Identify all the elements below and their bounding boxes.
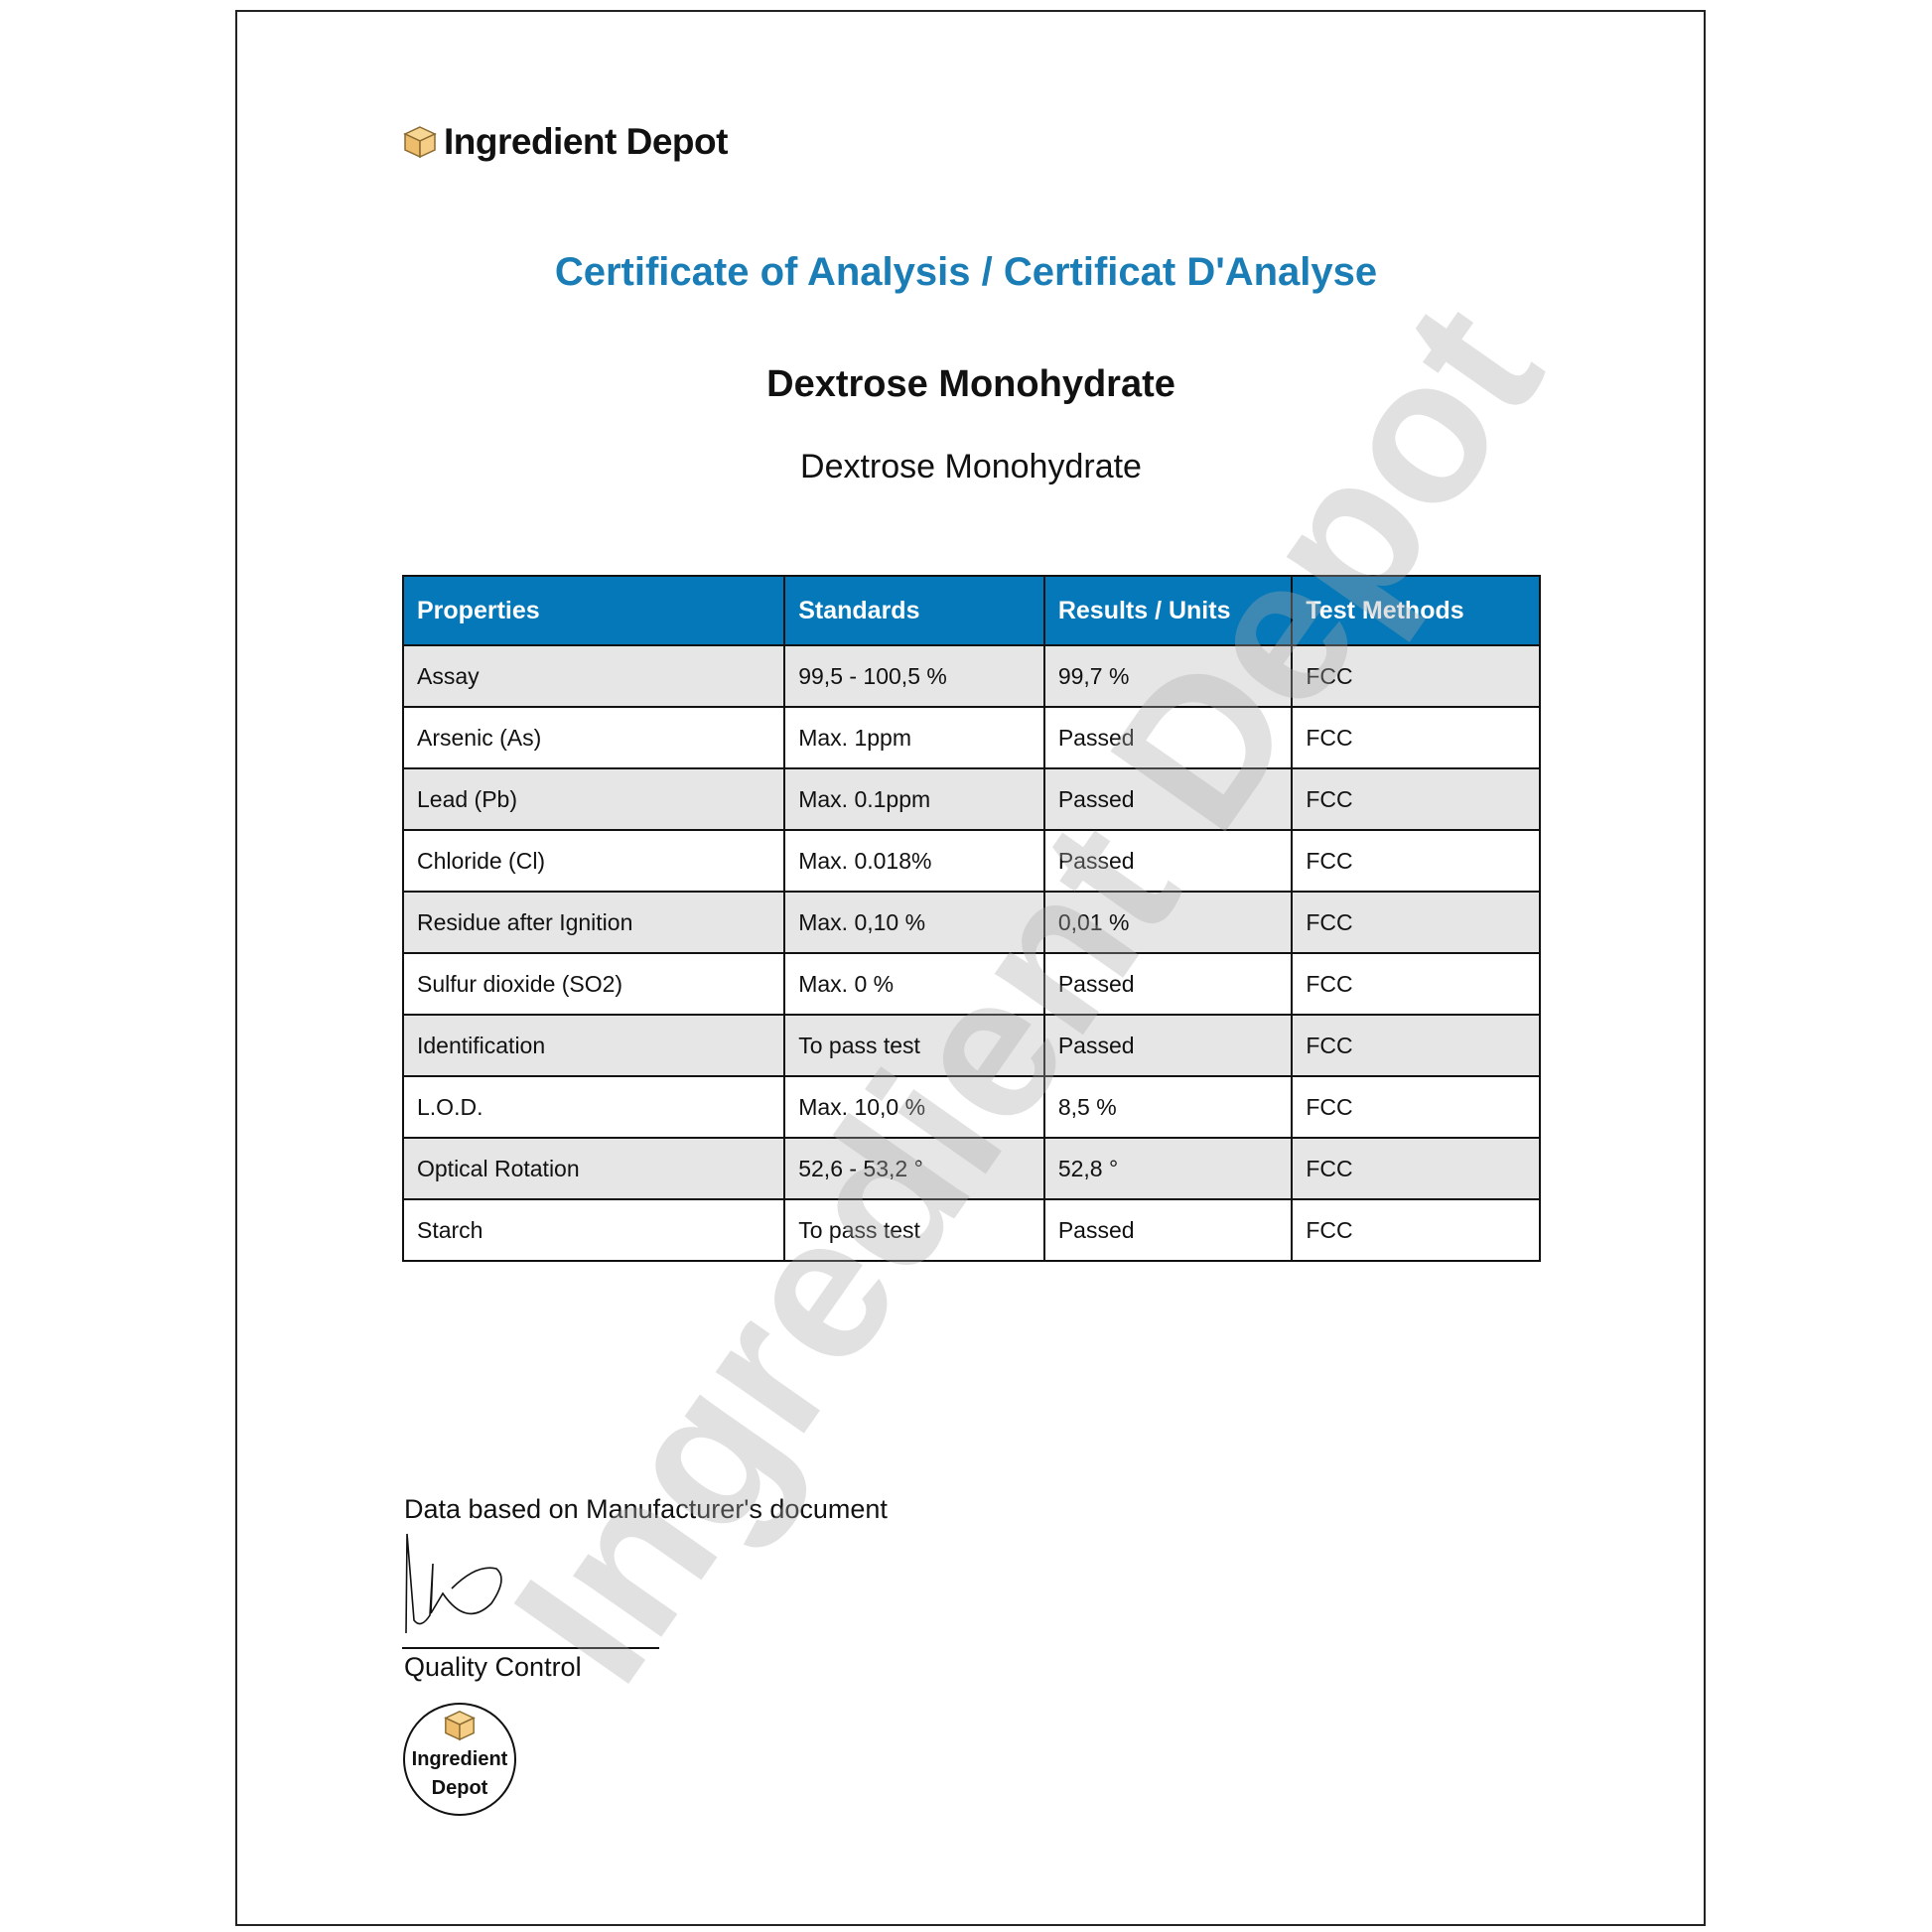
box-icon [444, 1711, 476, 1741]
company-stamp: Ingredient Depot [403, 1703, 516, 1816]
table-row: Residue after Ignition Max. 0,10 % 0,01 % F… [401, 891, 1541, 954]
table-row: Chloride (Cl) Max. 0.018% Passed FCC [401, 829, 1541, 893]
cell-standard: Max. 0,10 % [783, 891, 1045, 954]
cell-property: Sulfur dioxide (SO2) [401, 952, 786, 1016]
cell-standard: 99,5 - 100,5 % [783, 644, 1045, 708]
table-row: Assay 99,5 - 100,5 % 99,7 % FCC [401, 644, 1541, 708]
cell-method: FCC [1291, 829, 1541, 893]
table-row: Optical Rotation 52,6 - 53,2 ° 52,8 ° FCC [401, 1137, 1541, 1200]
cell-result: 99,7 % [1042, 644, 1294, 708]
cell-standard: Max. 1ppm [783, 706, 1045, 769]
stamp-line-1: Ingredient [411, 1748, 508, 1770]
cell-result: 8,5 % [1042, 1075, 1294, 1139]
cell-method: FCC [1291, 767, 1541, 831]
header-test-methods: Test Methods [1291, 575, 1541, 646]
document-title: Certificate of Analysis / Certificat D'A… [554, 250, 1378, 294]
cell-result: Passed [1042, 767, 1294, 831]
cell-result: Passed [1042, 829, 1294, 893]
cell-standard: To pass test [783, 1198, 1045, 1262]
header-properties: Properties [401, 575, 786, 646]
cell-standard: Max. 0.018% [783, 829, 1045, 893]
header-standards: Standards [783, 575, 1045, 646]
cell-standard: Max. 0 % [783, 952, 1045, 1016]
stamp-line-2: Depot [431, 1777, 488, 1799]
cell-method: FCC [1291, 1137, 1541, 1200]
cell-property: Lead (Pb) [401, 767, 786, 831]
product-subtitle: Dextrose Monohydrate [800, 448, 1142, 485]
cell-standard: To pass test [783, 1014, 1045, 1077]
signature-line [402, 1647, 659, 1649]
signature [405, 1533, 502, 1634]
cell-method: FCC [1291, 1014, 1541, 1077]
cell-result: 52,8 ° [1042, 1137, 1294, 1200]
brand-name: Ingredient Depot [444, 121, 728, 162]
cell-method: FCC [1291, 952, 1541, 1016]
cell-result: Passed [1042, 952, 1294, 1016]
cell-method: FCC [1291, 891, 1541, 954]
table-row: Arsenic (As) Max. 1ppm Passed FCC [401, 706, 1541, 769]
cell-property: Residue after Ignition [401, 891, 786, 954]
table-row: Starch To pass test Passed FCC [401, 1198, 1541, 1262]
cell-property: Identification [401, 1014, 786, 1077]
cell-property: Optical Rotation [401, 1137, 786, 1200]
cell-property: Arsenic (As) [401, 706, 786, 769]
table-row: Lead (Pb) Max. 0.1ppm Passed FCC [401, 767, 1541, 831]
cell-standard: Max. 0.1ppm [783, 767, 1045, 831]
cell-property: Chloride (Cl) [401, 829, 786, 893]
cell-property: L.O.D. [401, 1075, 786, 1139]
table-row: L.O.D. Max. 10,0 % 8,5 % FCC [401, 1075, 1541, 1139]
cell-result: Passed [1042, 1198, 1294, 1262]
table-row: Identification To pass test Passed FCC [401, 1014, 1541, 1077]
cell-result: 0,01 % [1042, 891, 1294, 954]
cell-property: Starch [401, 1198, 786, 1262]
cell-method: FCC [1291, 1198, 1541, 1262]
analysis-table: Properties Standards Results / Units Tes… [401, 575, 1541, 1262]
cell-standard: 52,6 - 53,2 ° [783, 1137, 1045, 1200]
data-source-note: Data based on Manufacturer's document [404, 1494, 888, 1524]
table-row: Sulfur dioxide (SO2) Max. 0 % Passed FCC [401, 952, 1541, 1016]
cell-property: Assay [401, 644, 786, 708]
product-name: Dextrose Monohydrate [766, 363, 1175, 405]
box-icon [403, 126, 437, 159]
cell-standard: Max. 10,0 % [783, 1075, 1045, 1139]
table-header-row: Properties Standards Results / Units Tes… [401, 575, 1541, 646]
cell-method: FCC [1291, 706, 1541, 769]
signature-label: Quality Control [404, 1652, 582, 1682]
cell-method: FCC [1291, 1075, 1541, 1139]
header-results: Results / Units [1042, 575, 1294, 646]
brand-logo: Ingredient Depot [402, 121, 728, 163]
cell-method: FCC [1291, 644, 1541, 708]
cell-result: Passed [1042, 706, 1294, 769]
cell-result: Passed [1042, 1014, 1294, 1077]
